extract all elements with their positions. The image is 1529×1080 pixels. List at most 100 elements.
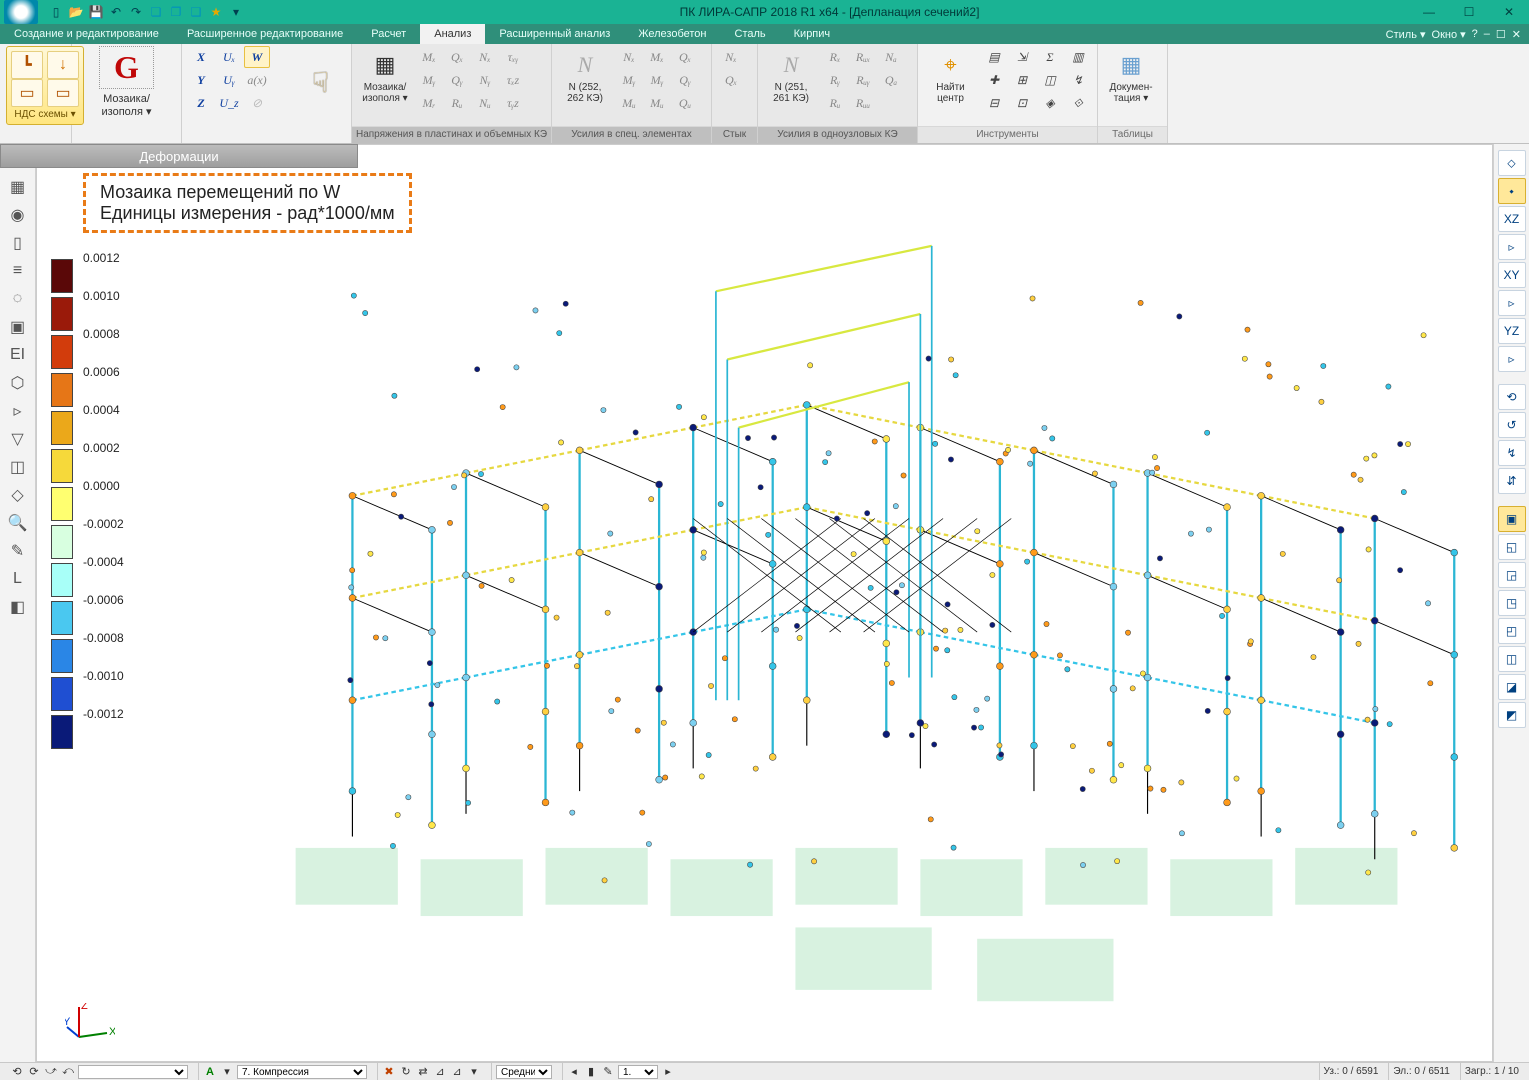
sb-icon-3[interactable]: ⤻ [44,1065,58,1079]
left-tool-15[interactable]: ◧ [4,594,32,620]
rt-mid-1[interactable]: ↺ [1498,412,1526,438]
qat-new-icon[interactable]: ▯ [48,4,64,20]
view-btn-1[interactable]: ⬩ [1498,178,1526,204]
qat-redo-icon[interactable]: ↷ [128,4,144,20]
instr-btn-12[interactable]: ⟐ [1065,92,1091,114]
qat-undo-icon[interactable]: ↶ [108,4,124,20]
rt-mid-2[interactable]: ↯ [1498,440,1526,466]
rt-cube-6[interactable]: ◪ [1498,674,1526,700]
view-btn-6[interactable]: YZ [1498,318,1526,344]
ribbon-minibtn[interactable]: Rᵤᵧ [850,69,876,91]
sb-icon-1[interactable]: ⟲ [10,1065,24,1079]
ribbon-minibtn[interactable]: Nₓ [718,46,744,68]
rt-cube-7[interactable]: ◩ [1498,702,1526,728]
mosaic-g-icon[interactable]: G [99,46,154,89]
instr-btn-10[interactable]: ⊡ [1009,92,1035,114]
tab-adv-edit[interactable]: Расширенное редактирование [173,24,357,44]
ribbon-minibtn[interactable]: Mᵧ [616,69,642,91]
rt-cube-5[interactable]: ◫ [1498,646,1526,672]
ribbon-minibtn[interactable]: Rₓ [822,46,848,68]
sb-icon-4[interactable]: ⤺ [61,1065,75,1079]
rt-cube-4[interactable]: ◰ [1498,618,1526,644]
tab-reinforced[interactable]: Железобетон [624,24,720,44]
ribbon-minibtn[interactable]: Mᵧ [644,69,670,91]
left-tool-13[interactable]: ✎ [4,538,32,564]
left-tool-4[interactable]: ◌ [4,286,32,312]
ribbon-minibtn[interactable]: Mₓ [644,46,670,68]
rt-mid-3[interactable]: ⇵ [1498,468,1526,494]
left-tool-3[interactable]: ≡ [4,258,32,284]
tab-analysis[interactable]: Анализ [420,24,485,44]
ribbon-minibtn[interactable]: Mᵧ [416,69,442,91]
sb-mode-select[interactable]: Средни [496,1065,552,1079]
sb-dd1-icon[interactable]: ▾ [220,1065,234,1079]
qat-box-icon[interactable]: ❑ [188,4,204,20]
qat-cubes-icon[interactable]: ❐ [168,4,184,20]
qat-menu-icon[interactable]: ▾ [228,4,244,20]
ribbon-minibtn[interactable]: Qₓ [444,46,470,68]
ribbon-minibtn[interactable]: Mᵣ [416,92,442,114]
sb-p2-icon[interactable]: ▮ [584,1065,598,1079]
tab-steel[interactable]: Сталь [721,24,780,44]
axis-uz-button[interactable]: U_z [216,92,242,114]
view-btn-0[interactable]: ⬦ [1498,150,1526,176]
rt-cube-2[interactable]: ◲ [1498,562,1526,588]
view-btn-2[interactable]: XZ [1498,206,1526,232]
ribbon-minibtn[interactable]: Rᵧ [822,69,848,91]
axis-x-button[interactable]: X [188,46,214,68]
sb-letter-icon[interactable]: A [203,1065,217,1079]
view-btn-3[interactable]: ▹ [1498,234,1526,260]
ribbon-minibtn[interactable]: Nₓ [472,46,498,68]
instr-btn-11[interactable]: ◈ [1037,92,1063,114]
ribbon-minibtn[interactable]: Qₐ [878,69,904,91]
left-tool-1[interactable]: ◉ [4,202,32,228]
left-tool-6[interactable]: EI [4,342,32,368]
left-tool-14[interactable]: L [4,566,32,592]
viewport[interactable]: Мозаика перемещений по W Единицы измерен… [36,144,1493,1062]
qat-cube-icon[interactable]: ❏ [148,4,164,20]
instr-btn-5[interactable]: ✚ [981,69,1007,91]
axis-ax-button[interactable]: a(x) [244,69,270,91]
tab-brick[interactable]: Кирпич [780,24,845,44]
left-tool-2[interactable]: ▯ [4,230,32,256]
axis-uy-button[interactable]: Uᵧ [216,69,242,91]
plate-mosaic-button[interactable]: ▦ Мозаика/изополя ▾ [358,46,412,106]
qat-save-icon[interactable]: 💾 [88,4,104,20]
mdi-max-icon[interactable]: ☐ [1496,28,1506,41]
view-btn-7[interactable]: ▹ [1498,346,1526,372]
qat-star-icon[interactable]: ★ [208,4,224,20]
ribbon-minibtn[interactable]: Rᵤ [822,92,848,114]
sb-icon-2[interactable]: ⟳ [27,1065,41,1079]
ribbon-minibtn[interactable]: Nₐ [878,46,904,68]
ribbon-minibtn[interactable]: Rᵤ [444,92,470,114]
onenode-n-button[interactable]: N N (251,261 КЭ) [764,46,818,106]
instr-btn-3[interactable]: Σ [1037,46,1063,68]
sb-t2-icon[interactable]: ↻ [399,1065,413,1079]
sb-p3-icon[interactable]: ✎ [601,1065,615,1079]
maximize-button[interactable]: ☐ [1449,0,1489,24]
mosaic-dropdown-button[interactable]: Мозаика/изополя ▾ [102,93,152,118]
left-tool-0[interactable]: ▦ [4,174,32,200]
sb-step-select[interactable]: 1. [618,1065,658,1079]
documentation-button[interactable]: ▦ Докумен-тация ▾ [1104,46,1158,106]
style-menu[interactable]: Стиль ▾ [1386,28,1426,41]
axis-y-button[interactable]: Y [188,69,214,91]
left-tool-9[interactable]: ▽ [4,426,32,452]
ribbon-minibtn[interactable]: Qᵧ [444,69,470,91]
mdi-min-icon[interactable]: – [1484,28,1490,40]
tab-calc[interactable]: Расчет [357,24,420,44]
instr-btn-8[interactable]: ↯ [1065,69,1091,91]
mdi-close-icon[interactable]: ✕ [1512,28,1521,41]
tab-adv-analysis[interactable]: Расширенный анализ [485,24,624,44]
sb-p1-icon[interactable]: ◂ [567,1065,581,1079]
tab-create-edit[interactable]: Создание и редактирование [0,24,173,44]
ribbon-minibtn[interactable]: Mᵤ [616,92,642,114]
find-center-button[interactable]: ⌖ Найтицентр [924,46,977,106]
sb-loadcase-select[interactable]: 7. Компрессия [237,1065,367,1079]
instr-btn-7[interactable]: ◫ [1037,69,1063,91]
sb-layer-select[interactable] [78,1065,188,1079]
view-btn-5[interactable]: ▹ [1498,290,1526,316]
rt-cube-0[interactable]: ▣ [1498,506,1526,532]
left-tool-8[interactable]: ▹ [4,398,32,424]
sb-t1-icon[interactable]: ✖ [382,1065,396,1079]
